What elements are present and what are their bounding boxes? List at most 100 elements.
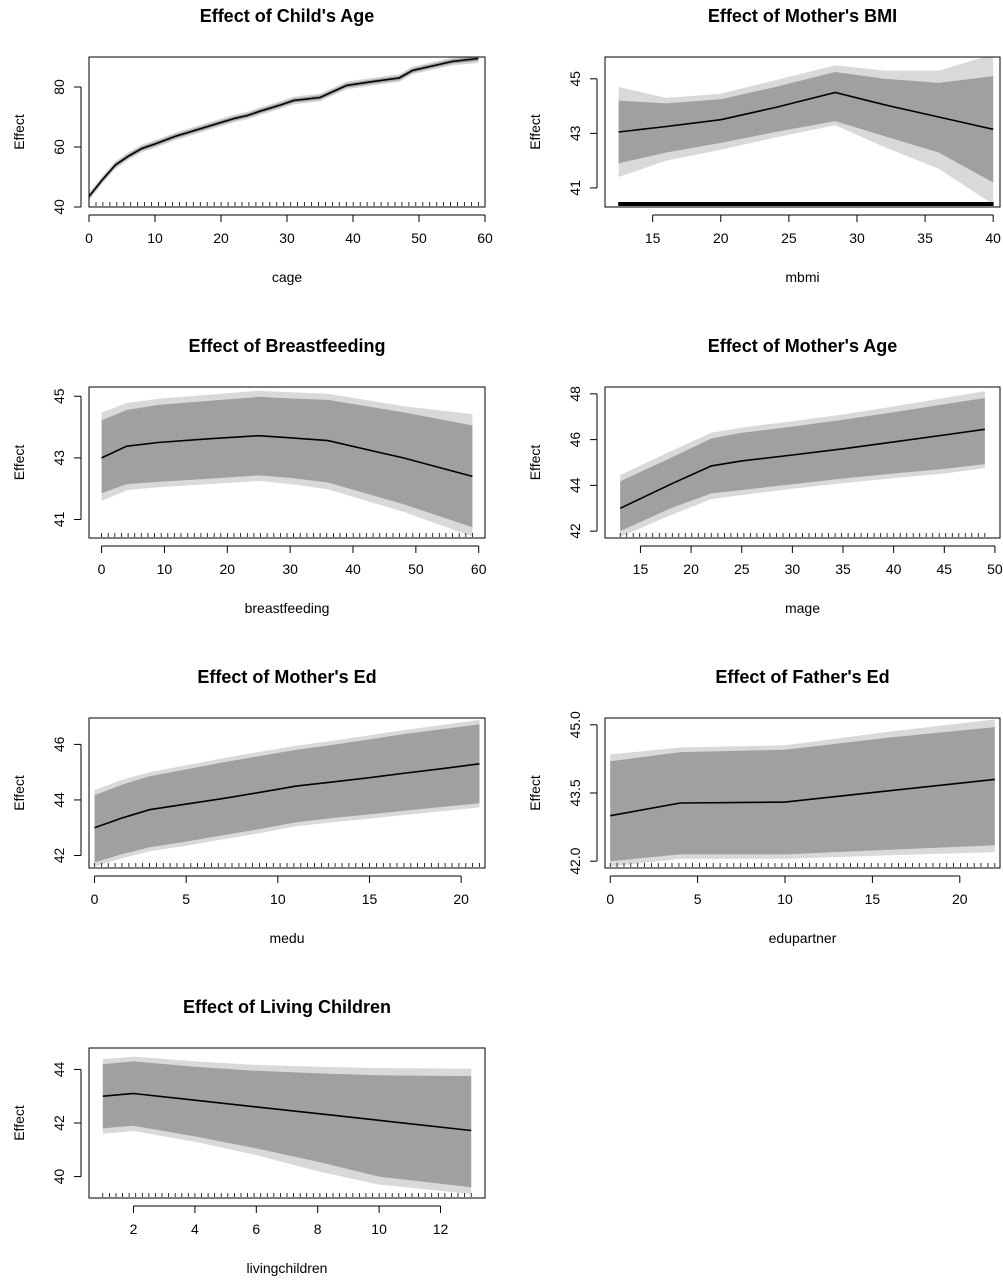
panel-edupartner: 0 5 10 15 20 42.0 43.5 45.0 Effect of Father's E…	[527, 667, 1001, 946]
x-tick-label: 2	[130, 1221, 138, 1237]
rug-marks	[94, 863, 480, 867]
x-tick-label: 10	[777, 891, 793, 907]
panel-mbmi: 15 20 25 30 35 40 41 43 45 Effect of Mother's BMI…	[527, 6, 1001, 285]
plot-frame	[88, 386, 486, 539]
y-tick-label: 42	[567, 523, 583, 539]
rug-marks	[619, 533, 986, 537]
y-axis: 42.0 43.5 45.0	[567, 711, 598, 875]
rug-marks	[609, 863, 996, 867]
ci-band-inner	[94, 724, 480, 863]
panel-title: Effect of Mother's Ed	[197, 667, 376, 687]
x-axis: 0 10 20 30 40 50 60	[98, 545, 487, 577]
x-tick-label: 45	[937, 561, 953, 577]
plot-frame	[604, 717, 1001, 869]
y-tick-label: 80	[51, 79, 67, 95]
panel-mage: 15 20 25 30 35 40 45 50 42 44 46 48 Effect of Mother…	[527, 336, 1003, 616]
x-tick-label: 50	[408, 561, 424, 577]
x-tick-label: 0	[98, 561, 106, 577]
y-tick-label: 44	[51, 1061, 67, 1077]
x-axis-label: edupartner	[769, 930, 837, 946]
x-axis: 15 20 25 30 35 40	[645, 214, 1001, 246]
x-axis: 15 20 25 30 35 40 45 50	[633, 545, 1003, 577]
x-axis: 0 5 10 15 20	[91, 875, 469, 907]
rug-marks	[618, 202, 994, 206]
plot-area	[618, 57, 994, 205]
y-tick-label: 45	[567, 71, 583, 87]
y-tick-label: 43	[567, 125, 583, 141]
x-tick-label: 0	[91, 891, 99, 907]
y-tick-label: 42	[51, 848, 67, 864]
plot-area	[610, 719, 995, 867]
y-axis-label: Effect	[11, 1105, 27, 1141]
y-tick-label: 60	[51, 139, 67, 155]
x-tick-label: 40	[345, 230, 361, 246]
panel-title: Effect of Mother's BMI	[708, 6, 897, 26]
ci-band-inner	[610, 727, 995, 862]
x-tick-label: 40	[985, 230, 1001, 246]
plot-area	[102, 1056, 472, 1194]
x-axis-label: livingchildren	[247, 1260, 328, 1276]
y-tick-label: 46	[51, 736, 67, 752]
x-axis: 2 4 6 8 10 12	[130, 1205, 448, 1237]
x-tick-label: 30	[282, 561, 298, 577]
x-tick-label: 10	[270, 891, 286, 907]
ci-band-inner	[618, 72, 994, 183]
x-axis: 0 5 10 15 20	[606, 875, 968, 907]
x-tick-label: 20	[952, 891, 968, 907]
y-axis-label: Effect	[527, 114, 543, 150]
x-tick-label: 25	[781, 230, 797, 246]
y-tick-label: 45	[51, 388, 67, 404]
x-tick-label: 40	[345, 561, 361, 577]
x-axis-label: mage	[785, 600, 820, 616]
panel-medu: 0 5 10 15 20 42 44 46 Effect of Mother's Ed medu E…	[11, 667, 486, 946]
y-axis-label: Effect	[11, 775, 27, 811]
x-tick-label: 5	[694, 891, 702, 907]
x-axis: 0 10 20 30 40 50 60	[85, 214, 493, 246]
x-tick-label: 20	[713, 230, 729, 246]
y-axis: 41 43 45	[51, 388, 82, 527]
x-axis-label: mbmi	[785, 269, 819, 285]
x-tick-label: 20	[213, 230, 229, 246]
y-tick-label: 46	[567, 432, 583, 448]
effect-line	[619, 428, 985, 510]
rug-marks	[102, 1193, 472, 1197]
x-tick-label: 50	[987, 561, 1003, 577]
x-tick-label: 15	[865, 891, 881, 907]
plot-frame	[88, 56, 486, 208]
x-tick-label: 20	[683, 561, 699, 577]
ci-band-outer	[89, 57, 479, 201]
y-tick-label: 42	[51, 1115, 67, 1131]
plot-area	[94, 719, 480, 867]
x-tick-label: 10	[157, 561, 173, 577]
x-tick-label: 40	[886, 561, 902, 577]
y-axis: 42 44 46	[51, 736, 82, 864]
y-tick-label: 45.0	[567, 711, 583, 738]
x-tick-label: 35	[835, 561, 851, 577]
ci-band-inner	[101, 396, 473, 528]
x-tick-label: 0	[85, 230, 93, 246]
ci-band-inner	[102, 1061, 472, 1188]
y-tick-label: 40	[51, 199, 67, 215]
y-tick-label: 40	[51, 1169, 67, 1185]
effect-line	[94, 763, 480, 829]
y-tick-label: 48	[567, 386, 583, 402]
panel-breastfeeding: 0 10 20 30 40 50 60 41 43 45 Effect of Breastfeedi…	[11, 336, 487, 616]
y-axis-label: Effect	[11, 114, 27, 150]
x-tick-label: 30	[785, 561, 801, 577]
panel-title: Effect of Mother's Age	[708, 336, 898, 356]
x-tick-label: 8	[314, 1221, 322, 1237]
x-tick-label: 35	[917, 230, 933, 246]
x-tick-label: 60	[477, 230, 493, 246]
ci-band-inner	[89, 57, 479, 199]
effect-line	[89, 57, 479, 197]
panel-livingchildren: 2 4 6 8 10 12 40 42 44 Effect of Living Children l…	[11, 997, 486, 1276]
x-axis-label: cage	[272, 269, 303, 285]
panel-cage: 0 10 20 30 40 50 60 40 60 80 Effect of Child's Age…	[11, 6, 493, 285]
x-axis-label: breastfeeding	[245, 600, 330, 616]
y-axis: 40 60 80	[51, 79, 82, 215]
x-tick-label: 20	[219, 561, 235, 577]
y-axis-label: Effect	[11, 445, 27, 481]
x-tick-label: 60	[471, 561, 487, 577]
